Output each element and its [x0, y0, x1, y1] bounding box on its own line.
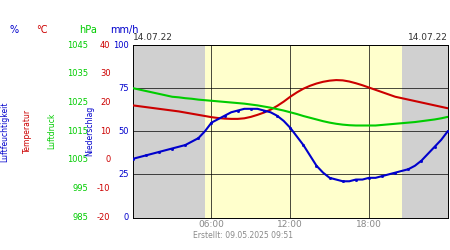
Text: 0: 0 [123, 213, 129, 222]
Text: 75: 75 [118, 84, 129, 92]
Text: 20: 20 [100, 98, 111, 107]
Text: 995: 995 [72, 184, 88, 193]
Text: Temperatur: Temperatur [22, 109, 32, 153]
Text: %: % [9, 25, 18, 35]
Text: -10: -10 [97, 184, 111, 193]
Text: 985: 985 [72, 213, 88, 222]
Text: mm/h: mm/h [110, 25, 139, 35]
Text: -20: -20 [97, 213, 111, 222]
Text: 1005: 1005 [68, 156, 88, 164]
Text: hPa: hPa [79, 25, 97, 35]
Bar [205, 45, 402, 218]
Text: 14.07.22: 14.07.22 [408, 34, 448, 42]
Text: 10: 10 [100, 127, 111, 136]
Text: 14.07.22: 14.07.22 [133, 34, 173, 42]
Text: 30: 30 [100, 69, 111, 78]
Text: Niederschlag: Niederschlag [86, 106, 94, 156]
Text: 0: 0 [105, 156, 111, 164]
Text: Luftdruck: Luftdruck [47, 113, 56, 150]
Text: Luftfeuchtigkeit: Luftfeuchtigkeit [0, 101, 9, 162]
Text: 1015: 1015 [68, 127, 88, 136]
Text: 50: 50 [118, 127, 129, 136]
Text: 100: 100 [113, 40, 129, 50]
Text: 1035: 1035 [67, 69, 88, 78]
Text: °C: °C [36, 25, 48, 35]
Text: 40: 40 [100, 40, 111, 50]
Text: 1045: 1045 [68, 40, 88, 50]
Text: 1025: 1025 [68, 98, 88, 107]
Text: 25: 25 [118, 170, 129, 179]
Text: Erstellt: 09.05.2025 09:51: Erstellt: 09.05.2025 09:51 [193, 231, 293, 240]
